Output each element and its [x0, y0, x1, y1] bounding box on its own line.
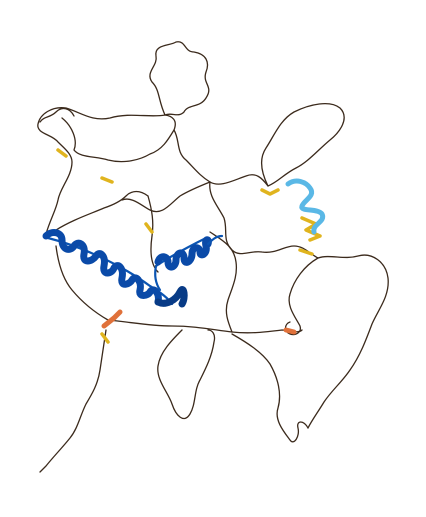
coil-left-link	[61, 114, 176, 163]
confident-helix	[285, 178, 326, 235]
coil-center-web	[209, 181, 319, 259]
coil-bottom-loop-1	[157, 329, 216, 420]
very-low-confidence-segments	[101, 309, 297, 335]
yellow-segment-4	[260, 188, 280, 196]
helix-short	[154, 234, 224, 292]
yellow-segment-5	[300, 216, 322, 242]
helix-long-end	[154, 286, 188, 308]
coil-top-loop	[149, 41, 210, 116]
coil-web-4	[147, 195, 159, 273]
coil-web-2	[121, 181, 211, 213]
coil-right-arm	[307, 254, 389, 429]
helix-long-turns	[42, 229, 162, 306]
helix-short-turns	[154, 236, 212, 271]
coil-bottom-loop-2	[231, 333, 309, 443]
yellow-segment-2	[100, 176, 114, 184]
coil-tail	[39, 329, 107, 473]
orange-segment-1	[101, 309, 123, 329]
coil-left-wiggle	[39, 107, 75, 123]
coil-web-5	[209, 231, 238, 333]
yellow-segment-7	[298, 248, 314, 256]
helix-short-top-link	[206, 234, 224, 246]
helix-short-link	[154, 264, 162, 292]
coil-web-3	[55, 190, 149, 231]
cyan-helix	[285, 178, 326, 235]
yellow-segment-3	[144, 222, 154, 234]
yellow-segment-6	[100, 332, 110, 344]
helix-long	[42, 229, 188, 308]
coil-right-loop	[260, 102, 345, 187]
yellow-segment-1	[56, 148, 68, 158]
orange-segment-2	[283, 327, 297, 335]
low-confidence-segments	[56, 148, 322, 344]
coil-lower-left	[55, 245, 109, 321]
coil-top-left-loop	[37, 107, 166, 235]
